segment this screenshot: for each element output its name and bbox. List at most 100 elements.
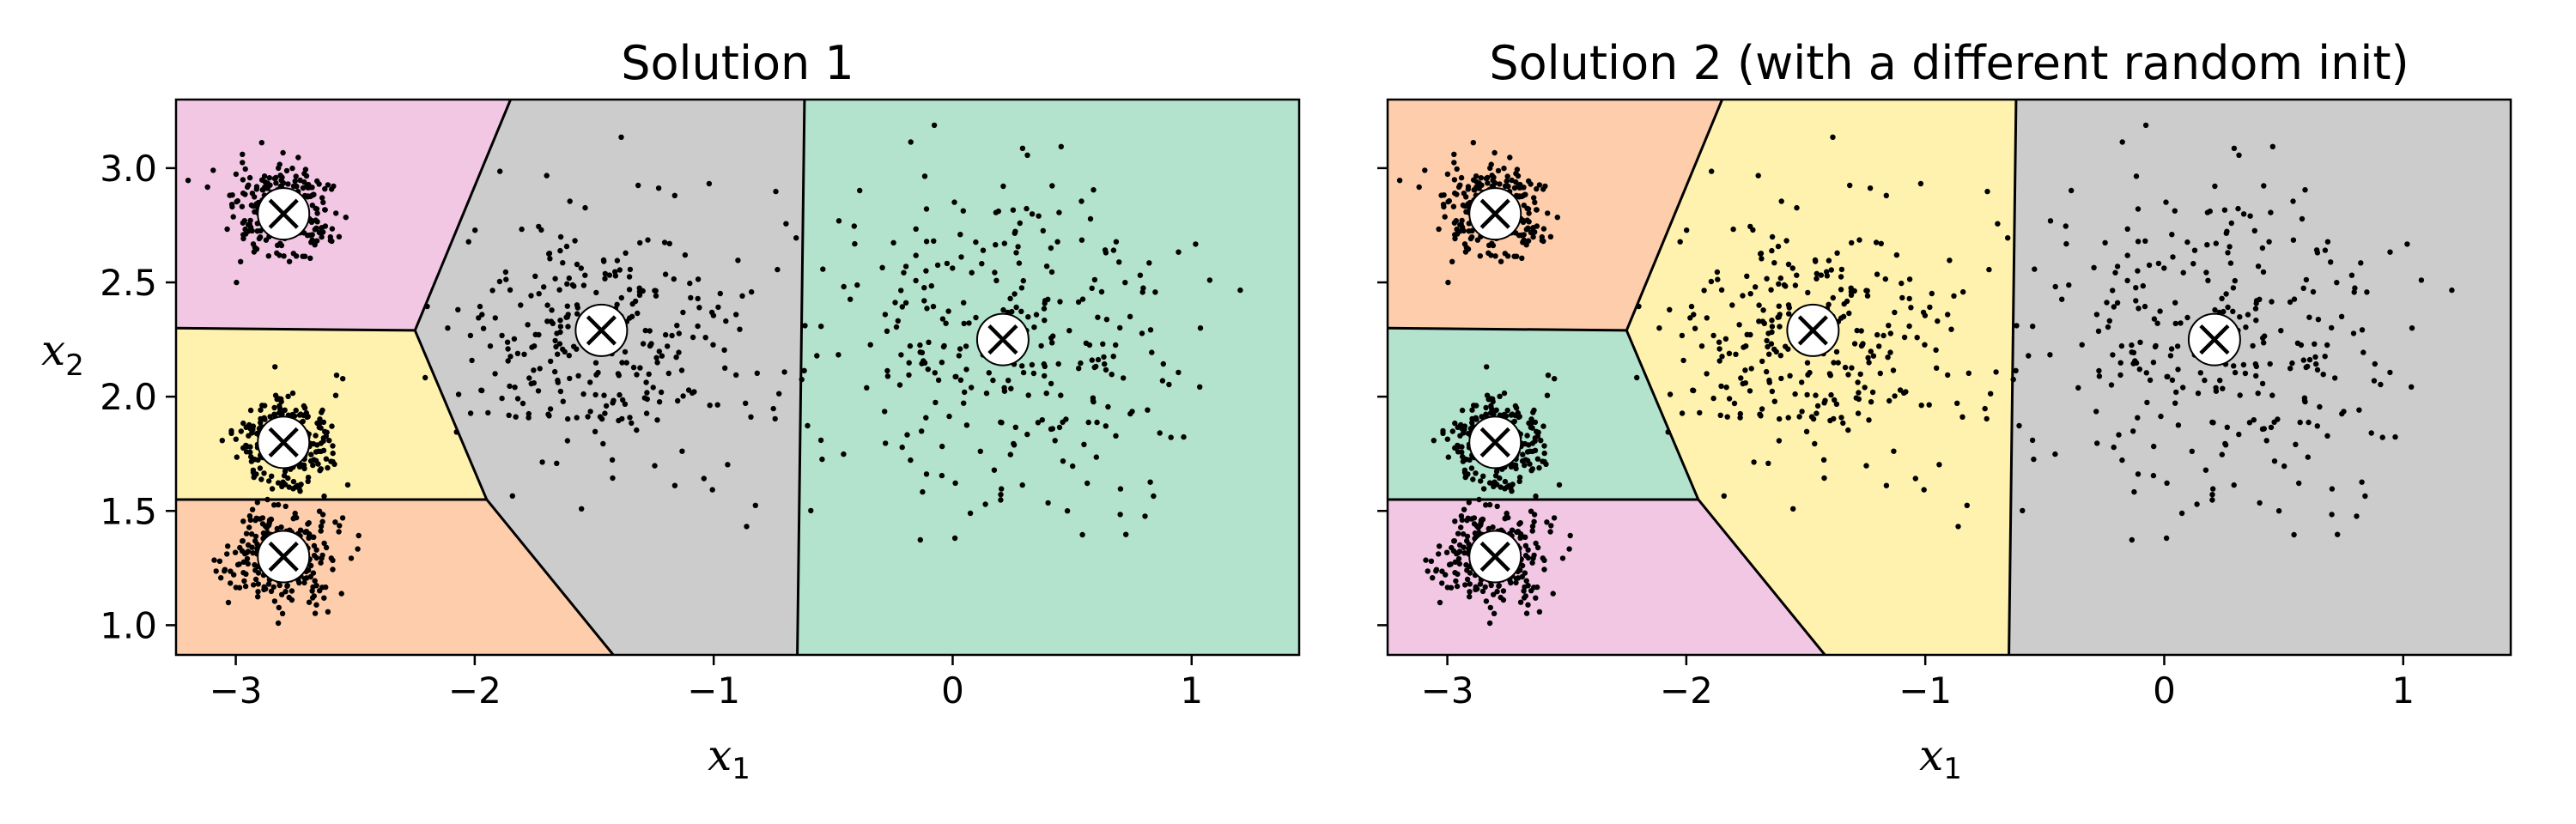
data-point [1846, 310, 1852, 317]
data-point [318, 560, 324, 566]
data-point [721, 347, 727, 353]
data-point [1813, 392, 1819, 398]
data-point [2066, 282, 2072, 288]
data-point [330, 566, 336, 573]
data-point [1416, 184, 1422, 191]
data-point [618, 134, 624, 140]
centroid-cross [987, 324, 1018, 355]
data-point [671, 276, 677, 282]
data-point [1773, 348, 1779, 354]
data-point [1480, 486, 1487, 492]
data-point [946, 413, 952, 420]
data-point [1548, 523, 1554, 529]
x-tick-label: 0 [941, 670, 964, 712]
data-point [252, 533, 259, 540]
data-point [2047, 352, 2053, 358]
data-point [2294, 340, 2301, 346]
data-point [1444, 436, 1451, 442]
data-point [630, 364, 637, 371]
data-point [1423, 557, 1429, 563]
data-point [234, 561, 241, 568]
data-point [695, 276, 702, 282]
data-point [1462, 582, 1468, 588]
data-point [979, 261, 985, 267]
data-point [2142, 122, 2149, 129]
data-point [973, 239, 979, 245]
data-point [291, 413, 298, 419]
data-point [2287, 366, 2293, 372]
data-point [1858, 342, 1865, 349]
data-point [969, 270, 975, 276]
data-point [848, 296, 854, 302]
data-point [246, 228, 252, 234]
data-point [2261, 183, 2267, 189]
data-point [1536, 609, 1543, 615]
data-point [2404, 241, 2410, 247]
data-point [819, 456, 825, 463]
data-point [616, 417, 622, 424]
data-point [1856, 396, 1862, 403]
data-point [735, 258, 741, 264]
data-point [1883, 192, 1889, 198]
data-point [2075, 385, 2081, 391]
data-point [1934, 365, 1940, 371]
data-point [2268, 424, 2275, 431]
data-point [2300, 357, 2306, 363]
data-point [944, 260, 951, 267]
data-point [238, 428, 244, 434]
data-point [635, 182, 641, 189]
data-point [314, 210, 320, 216]
data-point [1531, 407, 1537, 414]
data-point [1176, 369, 1182, 376]
data-point [1007, 295, 1013, 301]
data-point [1456, 560, 1463, 567]
data-point [610, 400, 616, 406]
data-point [2418, 277, 2425, 283]
data-point [939, 316, 946, 322]
data-point [252, 561, 258, 568]
data-point [1540, 423, 1546, 429]
decision-boundary-5 [485, 498, 615, 656]
data-point [1760, 307, 1766, 313]
data-point [1502, 478, 1509, 485]
data-point [234, 454, 240, 460]
data-point [286, 594, 292, 601]
data-point [2129, 342, 2135, 348]
data-point [580, 391, 586, 397]
data-point [1721, 493, 1728, 499]
data-point [228, 568, 234, 574]
data-point [2144, 399, 2150, 406]
data-point [1833, 401, 1840, 407]
data-point [323, 544, 330, 551]
data-point [1078, 198, 1084, 204]
data-point [247, 444, 253, 450]
data-point [924, 306, 930, 312]
data-point [743, 400, 749, 406]
data-point [1497, 475, 1503, 482]
data-point [2251, 227, 2257, 233]
data-point [598, 415, 605, 422]
decision-region-5 [2008, 100, 2511, 655]
data-point [2257, 500, 2263, 506]
data-point [899, 304, 906, 310]
data-point [237, 544, 243, 551]
data-point [1790, 506, 1796, 512]
data-point [2291, 296, 2298, 302]
data-point [267, 414, 273, 420]
data-point [884, 373, 891, 379]
data-point [1098, 288, 1105, 295]
data-point [2351, 289, 2357, 295]
data-point [1048, 335, 1054, 341]
data-point [1787, 373, 1793, 379]
data-point [1892, 393, 1898, 399]
data-point [1459, 449, 1465, 456]
data-point [1478, 478, 1484, 484]
data-point [928, 282, 935, 289]
data-point [2213, 240, 2219, 246]
data-point [1113, 342, 1119, 348]
data-point [896, 382, 903, 388]
data-point [1531, 195, 1537, 201]
data-point [1469, 420, 1475, 426]
data-point [567, 198, 573, 204]
data-point [884, 328, 890, 334]
